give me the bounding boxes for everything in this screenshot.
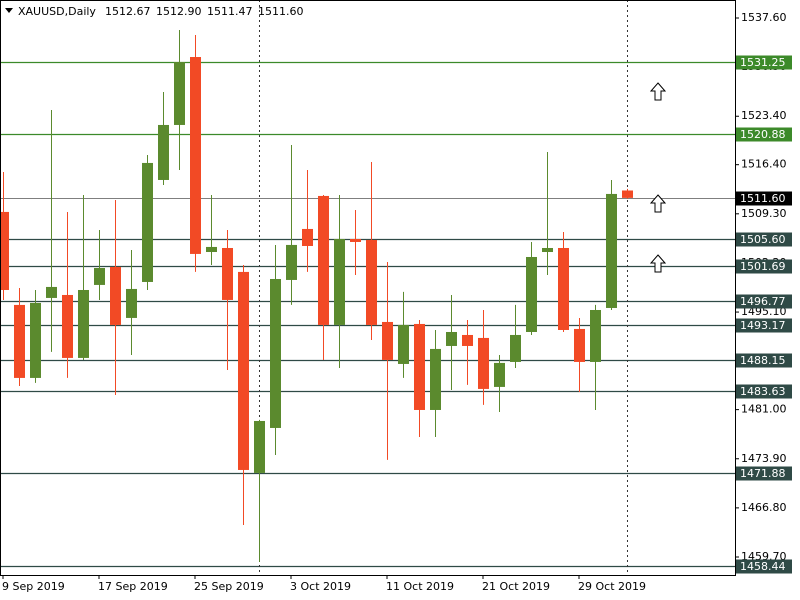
candle-body [382, 321, 393, 360]
candle-body [350, 238, 361, 242]
level-label: 1496.77 [740, 295, 786, 308]
level-label: 1471.88 [740, 467, 786, 480]
current-price-label: 1511.60 [740, 192, 786, 205]
arrow-icon [649, 194, 667, 213]
candle-body [302, 228, 313, 246]
level-label: 1531.25 [740, 56, 786, 69]
level-label: 1483.63 [740, 385, 786, 398]
ohlc-low: 1511.47 [207, 5, 253, 18]
candles [0, 29, 633, 562]
candle-body [286, 244, 297, 280]
y-tick-label: 1481.00 [741, 403, 787, 416]
ohlc-high: 1512.90 [156, 5, 202, 18]
x-tick-label: 3 Oct 2019 [290, 580, 351, 593]
candle-body [270, 278, 281, 428]
level-label-box [736, 294, 792, 309]
x-tick-label: 21 Oct 2019 [482, 580, 550, 593]
level-label-box [736, 55, 792, 70]
level-label-box [736, 384, 792, 399]
ohlc-open: 1512.67 [105, 5, 151, 18]
candle-body [462, 334, 473, 346]
candle-body [174, 61, 185, 125]
arrow-icon [649, 254, 667, 273]
candle-body [446, 331, 457, 346]
candle-body [142, 162, 153, 282]
level-label-box [736, 353, 792, 368]
plot-border [0, 0, 736, 576]
candle-body [510, 334, 521, 362]
candle-body [430, 348, 441, 410]
candle-body [190, 57, 201, 254]
y-tick-label: 1473.90 [741, 452, 787, 465]
ohlc-close: 1511.60 [258, 5, 304, 18]
candle-body [158, 124, 169, 180]
candle-body [318, 195, 329, 325]
y-tick-label: 1466.80 [741, 501, 787, 514]
x-tick-label: 29 Oct 2019 [578, 580, 646, 593]
candle-body [62, 294, 73, 358]
candle-body [574, 328, 585, 362]
candle-body [14, 304, 25, 378]
x-tick-label: 17 Sep 2019 [98, 580, 168, 593]
candle-body [478, 337, 489, 389]
level-label-box [736, 466, 792, 481]
y-tick-label: 1523.40 [741, 109, 787, 122]
candle-body [366, 239, 377, 325]
y-tick-label: 1509.30 [741, 207, 787, 220]
candle-body [526, 256, 537, 332]
candle-body [558, 247, 569, 330]
candle-body [622, 190, 633, 198]
level-label-box [736, 259, 792, 274]
candle-body [30, 302, 41, 378]
candle-body [334, 238, 345, 325]
candle-body [206, 246, 217, 253]
candle-body [414, 323, 425, 410]
level-label: 1488.15 [740, 354, 786, 367]
x-tick-label: 25 Sep 2019 [194, 580, 264, 593]
y-tick-label: 1537.60 [741, 11, 787, 24]
candle-body [46, 286, 57, 298]
axis-labels: 1537.601530.501523.401516.401509.301502.… [2, 11, 792, 593]
y-tick-label: 1516.40 [741, 158, 787, 171]
candle-body [398, 324, 409, 364]
arrows [649, 82, 667, 273]
candle-body [94, 267, 105, 285]
symbol: XAUUSD,Daily [18, 5, 96, 18]
candle-body [542, 247, 553, 253]
level-label-box [736, 232, 792, 247]
candle-body [0, 211, 9, 290]
candle-body [238, 271, 249, 470]
arrow-icon [649, 82, 667, 101]
candle-body [254, 420, 265, 473]
x-tick-label: 9 Sep 2019 [2, 580, 65, 593]
level-label-box [736, 559, 792, 574]
level-label: 1520.88 [740, 128, 786, 141]
x-tick-label: 11 Oct 2019 [386, 580, 454, 593]
menu-triangle [5, 8, 13, 13]
candle-body [606, 193, 617, 308]
current-price-label-box [736, 191, 792, 206]
level-label: 1493.17 [740, 319, 786, 332]
level-label: 1505.60 [740, 233, 786, 246]
level-label-box [736, 318, 792, 333]
candle-body [78, 289, 89, 358]
level-label: 1458.44 [740, 560, 786, 573]
candle-body [110, 266, 121, 325]
candle-body [590, 309, 601, 362]
level-label: 1501.69 [740, 260, 786, 273]
candle-body [222, 247, 233, 300]
candle-body [494, 362, 505, 387]
level-label-box [736, 127, 792, 142]
candle-body [126, 288, 137, 318]
